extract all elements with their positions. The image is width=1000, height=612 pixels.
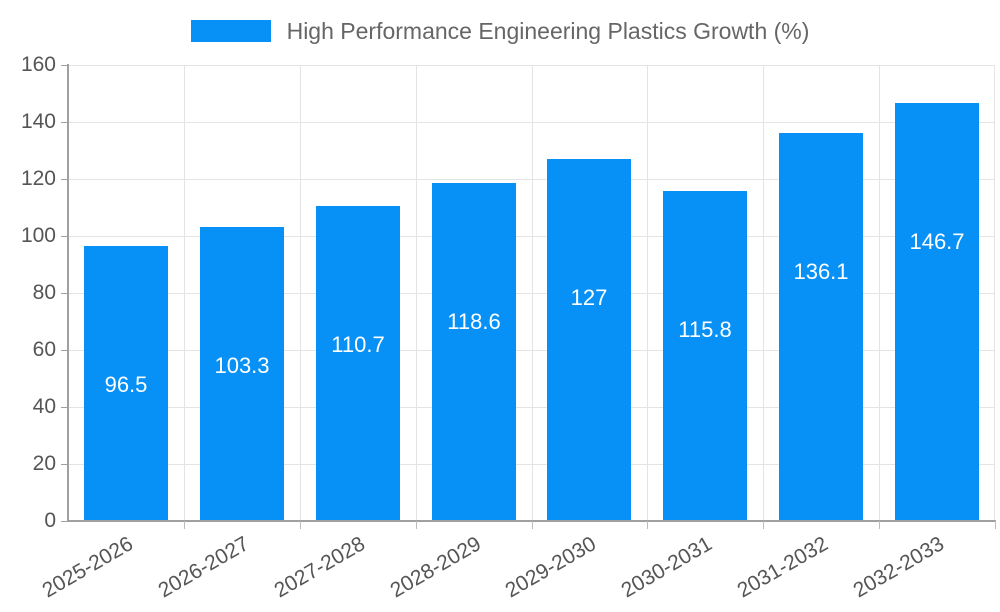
y-axis-tick-label: 100 [20,224,56,247]
gridline-vertical [647,65,648,521]
legend-color-swatch[interactable] [190,20,271,42]
gridline-horizontal [68,236,995,237]
y-axis-tick-mark [61,65,68,66]
bar[interactable] [316,205,400,521]
x-axis-tick-label: 2028-2029 [386,532,485,603]
y-axis-tick-label: 160 [20,53,56,76]
y-axis-tick-labels: 0 20 40 60 80 100 120 140 160 [0,0,56,600]
gridline-horizontal [68,122,995,123]
bar-value-label: 127 [570,285,608,310]
y-axis-tick-mark [61,521,68,522]
y-axis-tick-label: 60 [32,338,56,361]
x-axis-tick-mark [647,521,648,529]
y-axis-tick-label: 0 [44,509,56,532]
gridline-horizontal [68,65,995,66]
gridline-vertical [532,65,533,521]
bar[interactable] [547,159,631,521]
bar-value-label: 96.5 [104,372,148,397]
bar-value-label: 103.3 [214,353,270,378]
y-axis-tick-mark [61,122,68,123]
x-axis-tick-label: 2030-2031 [617,532,716,603]
x-axis-tick-mark [184,521,185,529]
y-axis-line [67,64,69,522]
x-axis-tick-mark [995,521,996,529]
y-axis-tick-label: 80 [32,281,56,304]
y-axis-tick-mark [61,236,68,237]
y-axis-tick-mark [61,179,68,180]
y-axis-tick-mark [61,407,68,408]
gridline-horizontal [68,464,995,465]
gridline-vertical [879,65,880,521]
bar[interactable] [84,245,168,521]
gridline-horizontal [68,293,995,294]
bar[interactable] [779,133,863,521]
y-axis-tick-mark [61,464,68,465]
x-axis-tick-mark [300,521,301,529]
y-axis-tick-label: 20 [32,452,56,475]
y-axis-tick-label: 140 [20,110,56,133]
bar-value-label: 136.1 [793,259,849,284]
y-axis-tick-label: 40 [32,395,56,418]
x-axis-tick-mark [532,521,533,529]
gridline-horizontal [68,407,995,408]
bar[interactable] [663,190,747,521]
x-axis-tick-label: 2032-2033 [849,532,948,603]
x-axis-tick-mark [763,521,764,529]
bar[interactable] [200,226,284,521]
bar-value-label: 146.7 [909,229,965,254]
bar-value-label: 110.7 [331,332,385,357]
bar-value-label: 118.6 [447,309,501,334]
gridline-vertical [184,65,185,521]
x-axis-line [67,520,996,522]
x-axis-tick-label: 2029-2030 [501,532,600,603]
legend-label[interactable]: High Performance Engineering Plastics Gr… [286,17,810,44]
y-axis-tick-label: 120 [20,167,56,190]
x-axis-tick-mark [416,521,417,529]
x-axis-tick-label: 2031-2032 [733,532,832,603]
x-axis-tick-mark [879,521,880,529]
gridline-horizontal [68,179,995,180]
x-axis-tick-label: 2027-2028 [270,532,369,603]
bar[interactable] [895,102,979,521]
bar-value-label: 115.8 [678,317,732,342]
chart-legend: High Performance Engineering Plastics Gr… [0,14,1000,48]
gridline-vertical [416,65,417,521]
gridline-vertical [763,65,764,521]
x-axis-tick-label: 2026-2027 [154,532,253,603]
y-axis-tick-mark [61,293,68,294]
y-axis-tick-mark [61,350,68,351]
gridline-horizontal [68,350,995,351]
gridline-vertical [300,65,301,521]
bar[interactable] [432,183,516,521]
plot-area: 96.5 103.3 110.7 118.6 127 115.8 136.1 146.7 [68,65,995,522]
